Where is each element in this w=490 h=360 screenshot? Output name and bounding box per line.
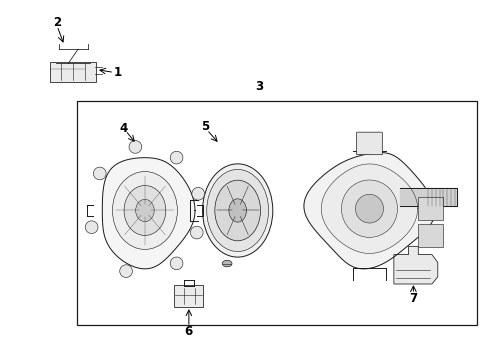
Ellipse shape bbox=[136, 199, 154, 222]
Circle shape bbox=[191, 226, 203, 239]
Circle shape bbox=[129, 140, 142, 153]
Ellipse shape bbox=[215, 180, 261, 241]
Text: 2: 2 bbox=[53, 16, 61, 29]
Text: 6: 6 bbox=[185, 325, 193, 338]
Ellipse shape bbox=[207, 170, 269, 252]
Polygon shape bbox=[321, 164, 417, 253]
FancyBboxPatch shape bbox=[357, 132, 382, 155]
Polygon shape bbox=[394, 246, 438, 284]
FancyBboxPatch shape bbox=[174, 285, 203, 306]
Ellipse shape bbox=[222, 260, 232, 267]
Bar bbox=[76, 101, 477, 325]
Text: 7: 7 bbox=[409, 292, 417, 305]
Ellipse shape bbox=[113, 172, 177, 249]
FancyBboxPatch shape bbox=[418, 224, 443, 247]
Ellipse shape bbox=[202, 164, 273, 257]
Polygon shape bbox=[304, 153, 435, 269]
Ellipse shape bbox=[124, 185, 166, 235]
Ellipse shape bbox=[342, 180, 397, 237]
Ellipse shape bbox=[229, 199, 246, 222]
Text: 5: 5 bbox=[201, 121, 209, 134]
Ellipse shape bbox=[355, 194, 384, 223]
Circle shape bbox=[85, 221, 98, 234]
Text: 4: 4 bbox=[120, 122, 128, 135]
Circle shape bbox=[192, 188, 204, 200]
Circle shape bbox=[170, 151, 183, 164]
FancyBboxPatch shape bbox=[50, 62, 96, 82]
FancyBboxPatch shape bbox=[418, 197, 443, 220]
Text: 3: 3 bbox=[256, 80, 264, 93]
Circle shape bbox=[120, 265, 132, 278]
Text: 1: 1 bbox=[114, 66, 122, 79]
Circle shape bbox=[170, 257, 183, 270]
Circle shape bbox=[94, 167, 106, 180]
Polygon shape bbox=[102, 158, 195, 269]
